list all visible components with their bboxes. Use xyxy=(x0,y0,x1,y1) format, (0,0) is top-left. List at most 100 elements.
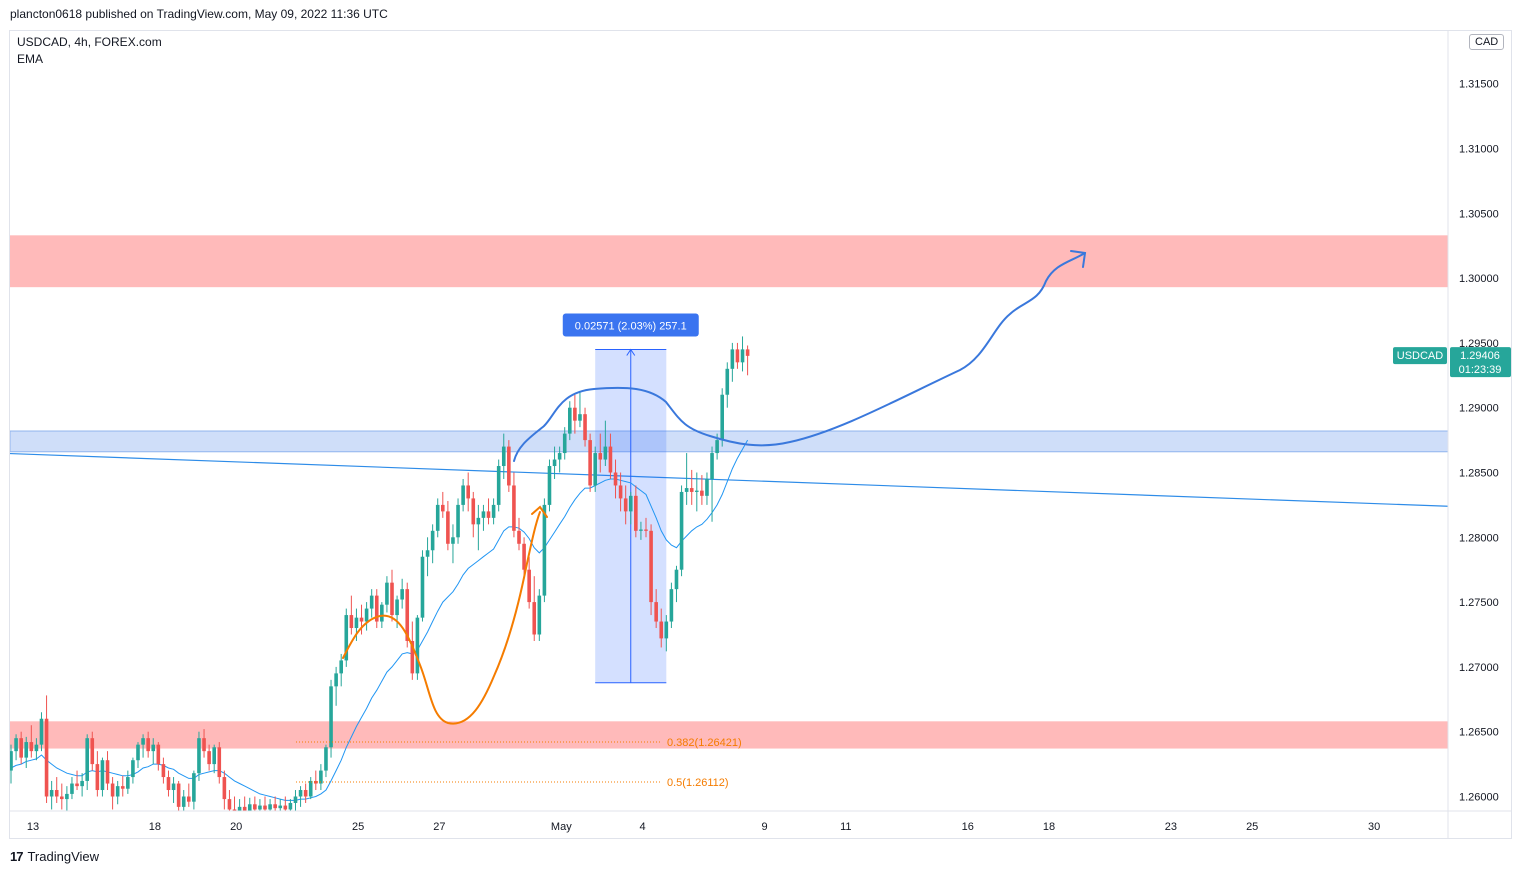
candle[interactable] xyxy=(49,780,54,810)
candle[interactable] xyxy=(527,556,531,609)
candle[interactable] xyxy=(400,578,404,609)
candle[interactable] xyxy=(654,589,658,629)
candle[interactable] xyxy=(745,345,750,376)
trendline[interactable] xyxy=(10,452,1474,508)
candle[interactable] xyxy=(131,757,135,784)
candle[interactable] xyxy=(441,491,445,518)
candle[interactable] xyxy=(547,459,552,512)
candle[interactable] xyxy=(202,729,206,758)
candle[interactable] xyxy=(410,621,415,680)
candle[interactable] xyxy=(608,433,613,479)
candle[interactable] xyxy=(456,498,460,544)
last-price-badge[interactable] xyxy=(1450,347,1511,378)
candle[interactable] xyxy=(725,362,730,408)
candle[interactable] xyxy=(522,537,526,577)
candle[interactable] xyxy=(390,569,394,622)
candle[interactable] xyxy=(303,783,308,803)
support-zone[interactable] xyxy=(10,721,1448,749)
candle[interactable] xyxy=(29,725,34,758)
symbol-price-tag[interactable] xyxy=(1393,347,1447,365)
candle[interactable] xyxy=(329,679,333,758)
candle[interactable] xyxy=(24,736,29,768)
candle[interactable] xyxy=(242,796,247,816)
indicator-legend[interactable]: EMA xyxy=(17,52,44,66)
candle[interactable] xyxy=(644,517,648,538)
candle[interactable] xyxy=(181,790,186,816)
candle[interactable] xyxy=(227,790,232,816)
candle[interactable] xyxy=(314,770,318,791)
candle[interactable] xyxy=(100,757,105,797)
pullback-arrow[interactable] xyxy=(342,511,541,725)
candle[interactable] xyxy=(141,734,145,758)
candle[interactable] xyxy=(451,524,455,564)
candle[interactable] xyxy=(562,427,567,460)
candle[interactable] xyxy=(684,453,689,505)
candle[interactable] xyxy=(491,498,496,525)
candle[interactable] xyxy=(593,446,597,492)
candle[interactable] xyxy=(639,521,643,540)
candle[interactable] xyxy=(369,589,374,618)
candle[interactable] xyxy=(95,751,100,797)
candle[interactable] xyxy=(552,446,557,479)
candle[interactable] xyxy=(598,433,603,473)
candle[interactable] xyxy=(166,770,171,797)
candle[interactable] xyxy=(344,608,349,667)
candle[interactable] xyxy=(156,742,161,771)
candle[interactable] xyxy=(557,446,562,473)
candle[interactable] xyxy=(176,780,181,812)
candle[interactable] xyxy=(420,550,425,622)
candle[interactable] xyxy=(110,777,115,810)
candle[interactable] xyxy=(293,790,298,812)
candle[interactable] xyxy=(70,777,74,800)
currency-badge[interactable]: CAD xyxy=(1469,34,1505,50)
candle[interactable] xyxy=(466,472,470,512)
candle[interactable] xyxy=(603,420,608,467)
candle[interactable] xyxy=(415,615,420,680)
candle[interactable] xyxy=(517,517,521,551)
candle[interactable] xyxy=(425,537,430,577)
candle[interactable] xyxy=(268,799,272,816)
candle[interactable] xyxy=(659,608,664,648)
candle[interactable] xyxy=(308,777,313,800)
candle[interactable] xyxy=(634,485,638,538)
candle[interactable] xyxy=(9,744,13,784)
candle[interactable] xyxy=(446,501,450,551)
candle[interactable] xyxy=(39,712,44,752)
candle[interactable] xyxy=(146,731,150,758)
candle[interactable] xyxy=(171,777,176,803)
candle[interactable] xyxy=(349,595,354,635)
candle[interactable] xyxy=(90,731,95,771)
candle[interactable] xyxy=(151,738,156,765)
candle[interactable] xyxy=(486,498,491,525)
candle[interactable] xyxy=(80,773,84,797)
candle[interactable] xyxy=(19,731,23,765)
candle[interactable] xyxy=(710,446,714,522)
candle[interactable] xyxy=(501,433,506,479)
candle[interactable] xyxy=(75,770,79,791)
candle[interactable] xyxy=(115,780,120,805)
candle[interactable] xyxy=(319,764,323,791)
candle[interactable] xyxy=(364,602,369,631)
candle[interactable] xyxy=(278,799,283,816)
candle[interactable] xyxy=(247,797,252,816)
candle[interactable] xyxy=(461,478,465,512)
price-range-label-box[interactable] xyxy=(562,313,699,337)
candle[interactable] xyxy=(542,498,547,603)
candle[interactable] xyxy=(669,582,674,629)
candle[interactable] xyxy=(207,744,211,771)
candle[interactable] xyxy=(283,796,288,815)
candle[interactable] xyxy=(568,401,572,441)
candle[interactable] xyxy=(730,342,735,382)
candle[interactable] xyxy=(649,524,653,616)
candle[interactable] xyxy=(628,491,633,525)
candle[interactable] xyxy=(674,565,679,603)
candle[interactable] xyxy=(161,757,166,784)
candle[interactable] xyxy=(359,604,364,635)
candle[interactable] xyxy=(120,775,125,797)
candle[interactable] xyxy=(481,504,486,531)
candle[interactable] xyxy=(664,615,669,652)
candle[interactable] xyxy=(65,786,69,812)
tradingview-logo[interactable]: 17 TradingView xyxy=(10,849,99,864)
candle[interactable] xyxy=(253,796,257,815)
